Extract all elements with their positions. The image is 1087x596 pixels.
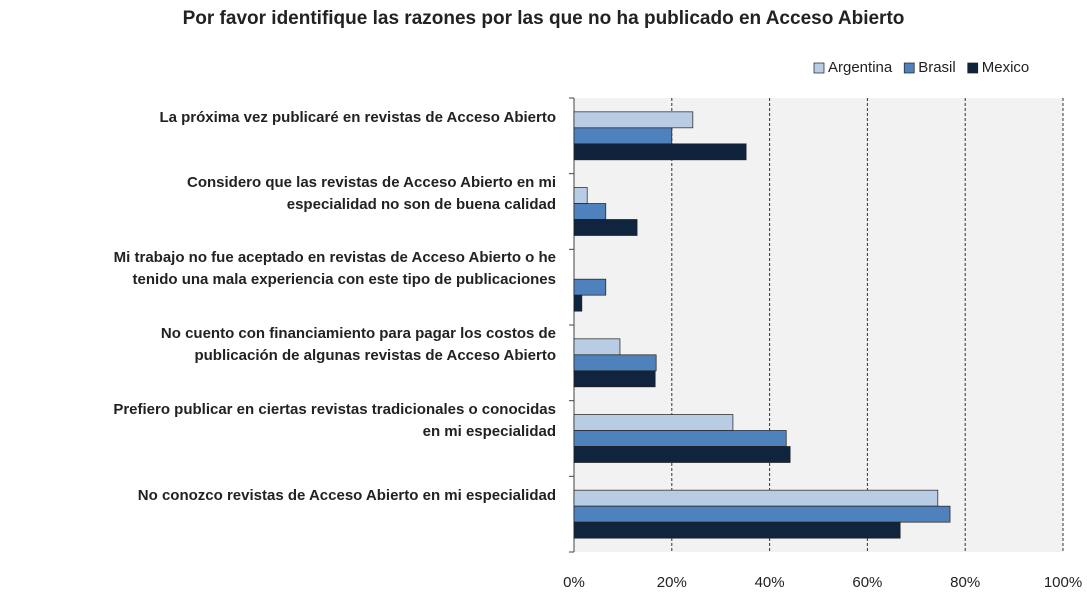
y-tick-label: Prefiero publicar en ciertas revistas tr… (113, 400, 556, 440)
x-tick-label: 0% (563, 574, 585, 591)
y-tick-label: La próxima vez publicaré en revistas de … (159, 108, 556, 126)
legend-swatch (903, 62, 915, 74)
plot-area (574, 98, 1063, 552)
bar (573, 430, 787, 447)
bar (573, 505, 951, 523)
legend-label: Mexico (982, 59, 1030, 76)
x-tick-label: 20% (657, 574, 687, 591)
x-tick-label: 100% (1044, 574, 1082, 591)
bar (573, 521, 901, 539)
bar (573, 370, 656, 388)
legend-swatch (967, 62, 979, 74)
bar (573, 143, 747, 161)
bar (573, 219, 638, 236)
bar (573, 127, 673, 145)
bar (573, 489, 939, 507)
bar (573, 338, 621, 356)
x-tick-label: 40% (755, 574, 785, 591)
y-tick-label: No conozco revistas de Acceso Abierto en… (137, 487, 556, 505)
bar (573, 446, 791, 463)
bar (573, 203, 607, 220)
x-tick-label: 60% (852, 574, 882, 591)
bar (573, 278, 607, 296)
legend-swatch (813, 62, 825, 74)
chart-title: Por favor identifique las razones por la… (182, 8, 905, 29)
legend-label: Brasil (918, 59, 956, 76)
bar (573, 354, 657, 372)
bar (573, 187, 588, 204)
y-tick-label: Considero que las revistas de Acceso Abi… (186, 173, 556, 213)
bar (573, 111, 694, 129)
y-tick-label: Mi trabajo no fue aceptado en revistas d… (113, 249, 556, 289)
x-tick-label: 80% (950, 574, 980, 591)
bar (573, 294, 583, 312)
y-tick-label: No cuento con financiamiento para pagar … (160, 324, 556, 364)
legend-label: Argentina (828, 59, 893, 76)
bar (573, 414, 734, 431)
